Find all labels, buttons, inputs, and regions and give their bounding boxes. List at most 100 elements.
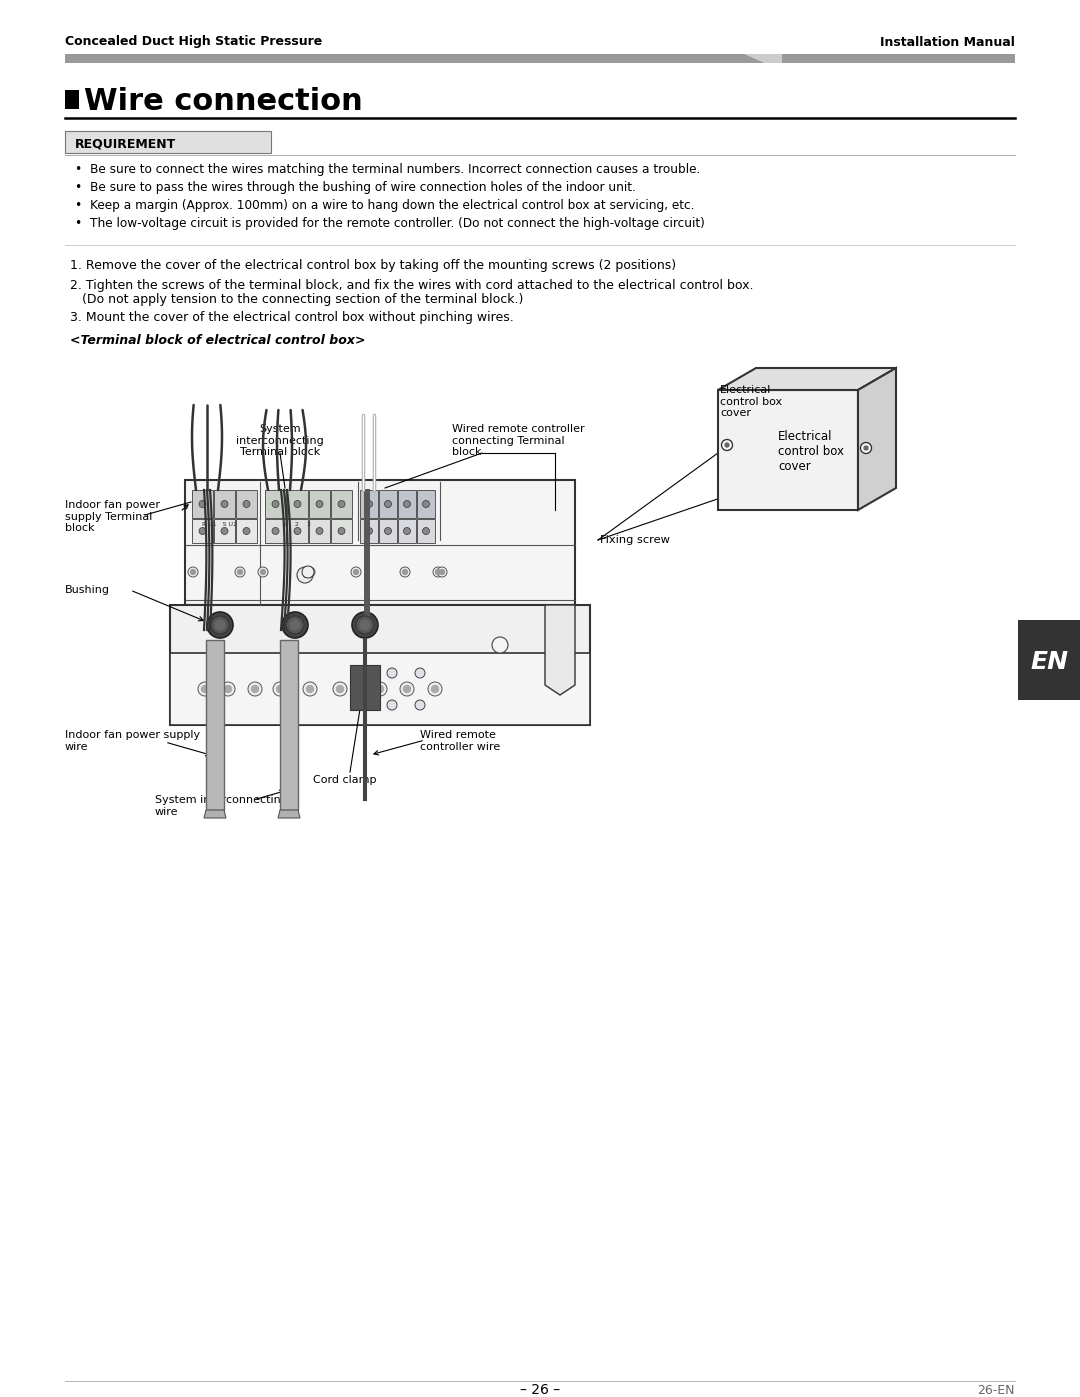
Circle shape bbox=[387, 668, 397, 678]
Bar bbox=[185, 481, 575, 605]
Circle shape bbox=[333, 682, 347, 696]
Bar bbox=[399, 520, 416, 543]
Circle shape bbox=[404, 500, 410, 507]
Bar bbox=[280, 640, 298, 810]
Text: R U1   S U2: R U1 S U2 bbox=[203, 522, 238, 528]
Bar bbox=[65, 131, 271, 154]
Bar bbox=[417, 490, 435, 518]
Bar bbox=[214, 520, 235, 543]
Circle shape bbox=[276, 686, 283, 693]
Text: ⊕: ⊕ bbox=[301, 570, 309, 580]
Text: EN: EN bbox=[1030, 650, 1068, 673]
Bar bbox=[265, 490, 286, 518]
Text: 1. Remove the cover of the electrical control box by taking off the mounting scr: 1. Remove the cover of the electrical co… bbox=[70, 258, 676, 271]
Text: Wire connection: Wire connection bbox=[84, 88, 363, 116]
Bar bbox=[330, 490, 352, 518]
Circle shape bbox=[316, 528, 323, 535]
Circle shape bbox=[202, 686, 208, 693]
Bar bbox=[214, 490, 235, 518]
Text: Electrical
control box
cover: Electrical control box cover bbox=[720, 386, 782, 418]
Circle shape bbox=[338, 528, 345, 535]
Bar bbox=[379, 490, 397, 518]
Bar bbox=[265, 520, 286, 543]
Text: •  Keep a margin (Approx. 100mm) on a wire to hang down the electrical control b: • Keep a margin (Approx. 100mm) on a wir… bbox=[75, 200, 694, 212]
Bar bbox=[170, 605, 590, 725]
Circle shape bbox=[235, 567, 245, 577]
Circle shape bbox=[225, 686, 231, 693]
Circle shape bbox=[373, 682, 387, 696]
Circle shape bbox=[286, 616, 303, 634]
Text: Fixing screw: Fixing screw bbox=[600, 535, 670, 545]
Polygon shape bbox=[782, 54, 1015, 63]
Text: – 26 –: – 26 – bbox=[519, 1383, 561, 1397]
Bar bbox=[192, 490, 213, 518]
Polygon shape bbox=[65, 54, 765, 63]
Text: (Do not apply tension to the connecting section of the terminal block.): (Do not apply tension to the connecting … bbox=[70, 293, 524, 306]
Text: 2. Tighten the screws of the terminal block, and fix the wires with cord attache: 2. Tighten the screws of the terminal bl… bbox=[70, 278, 754, 292]
Circle shape bbox=[384, 528, 391, 535]
Circle shape bbox=[221, 528, 228, 535]
Circle shape bbox=[305, 567, 315, 577]
Circle shape bbox=[404, 528, 410, 535]
Circle shape bbox=[363, 700, 373, 710]
Text: Indoor fan power supply
wire: Indoor fan power supply wire bbox=[65, 731, 200, 752]
Circle shape bbox=[864, 446, 868, 450]
Text: Cord clamp: Cord clamp bbox=[313, 775, 377, 785]
Bar bbox=[287, 520, 308, 543]
Circle shape bbox=[861, 443, 872, 454]
Circle shape bbox=[291, 620, 300, 630]
Text: Concealed Duct High Static Pressure: Concealed Duct High Static Pressure bbox=[65, 35, 322, 49]
Text: Bushing: Bushing bbox=[65, 585, 110, 595]
Bar bbox=[399, 490, 416, 518]
Text: System
interconnecting
Terminal block: System interconnecting Terminal block bbox=[237, 425, 324, 457]
Polygon shape bbox=[858, 367, 896, 510]
Circle shape bbox=[215, 620, 225, 630]
Bar bbox=[360, 520, 378, 543]
Circle shape bbox=[422, 528, 430, 535]
Circle shape bbox=[307, 686, 313, 693]
Circle shape bbox=[188, 567, 198, 577]
Circle shape bbox=[387, 700, 397, 710]
Circle shape bbox=[365, 500, 373, 507]
Circle shape bbox=[337, 686, 343, 693]
Text: •  The low-voltage circuit is provided for the remote controller. (Do not connec: • The low-voltage circuit is provided fo… bbox=[75, 218, 705, 231]
Circle shape bbox=[260, 570, 266, 574]
Bar bbox=[192, 520, 213, 543]
Polygon shape bbox=[278, 810, 300, 819]
Circle shape bbox=[400, 567, 410, 577]
Text: 3. Mount the cover of the electrical control box without pinching wires.: 3. Mount the cover of the electrical con… bbox=[70, 312, 514, 324]
Text: Indoor fan power
supply Terminal
block: Indoor fan power supply Terminal block bbox=[65, 500, 160, 534]
Circle shape bbox=[316, 500, 323, 507]
Circle shape bbox=[199, 528, 206, 535]
Bar bbox=[309, 520, 330, 543]
Circle shape bbox=[432, 686, 438, 693]
Circle shape bbox=[403, 570, 407, 574]
Polygon shape bbox=[718, 390, 858, 510]
Circle shape bbox=[308, 570, 312, 574]
Circle shape bbox=[356, 616, 374, 634]
Circle shape bbox=[352, 612, 378, 638]
Bar bbox=[309, 490, 330, 518]
Circle shape bbox=[243, 500, 249, 507]
Bar bbox=[170, 652, 590, 725]
Circle shape bbox=[440, 570, 445, 574]
Bar bbox=[237, 520, 257, 543]
Text: Wired remote controller
connecting Terminal
block: Wired remote controller connecting Termi… bbox=[453, 425, 584, 457]
Circle shape bbox=[360, 620, 370, 630]
Bar bbox=[379, 520, 397, 543]
Bar bbox=[330, 520, 352, 543]
Bar bbox=[350, 665, 380, 710]
Circle shape bbox=[363, 668, 373, 678]
Polygon shape bbox=[745, 54, 782, 63]
Circle shape bbox=[422, 500, 430, 507]
Bar bbox=[360, 490, 378, 518]
Circle shape bbox=[302, 566, 314, 578]
Circle shape bbox=[238, 570, 243, 574]
Circle shape bbox=[351, 567, 361, 577]
Circle shape bbox=[384, 500, 391, 507]
Polygon shape bbox=[545, 605, 575, 694]
Circle shape bbox=[211, 616, 229, 634]
Circle shape bbox=[294, 528, 301, 535]
Circle shape bbox=[721, 440, 732, 450]
Text: REQUIREMENT: REQUIREMENT bbox=[75, 137, 176, 151]
